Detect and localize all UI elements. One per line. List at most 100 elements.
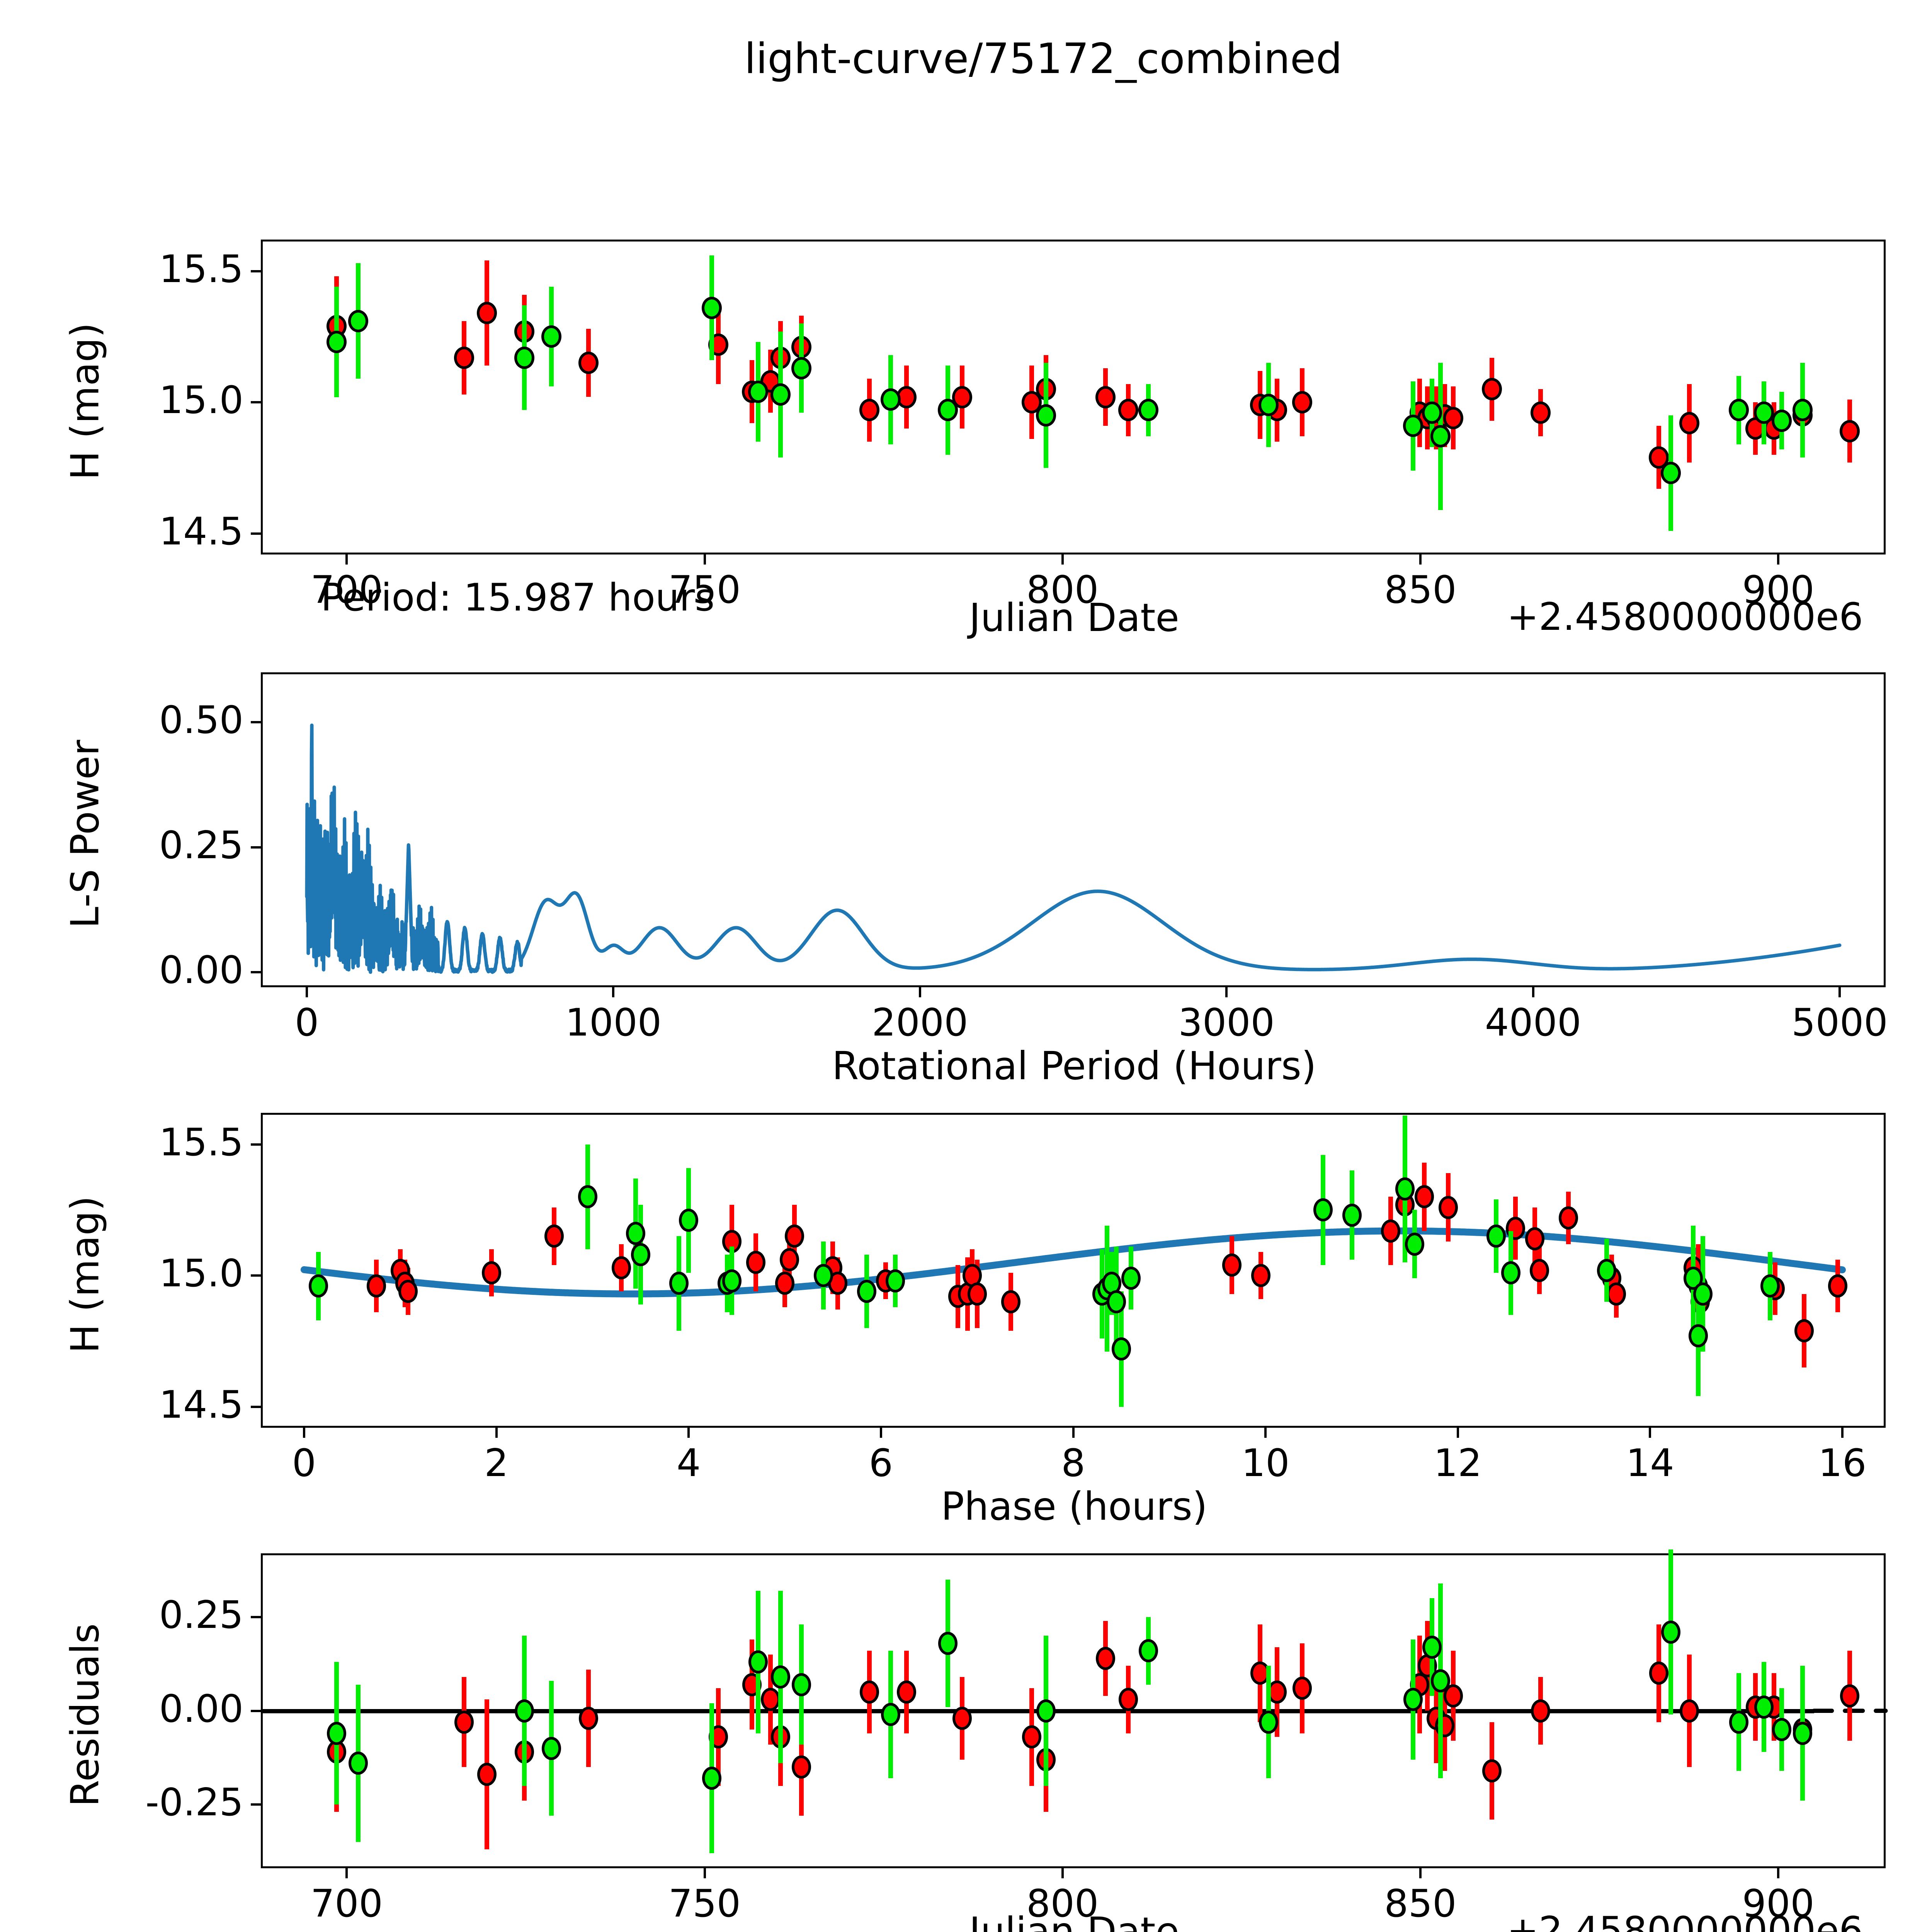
x-tick-label: 800 — [1026, 1882, 1099, 1926]
data-point-marker — [881, 388, 901, 411]
lightcurve-axes — [261, 240, 1886, 554]
axis-tick — [251, 1405, 261, 1408]
y-tick-label: 0.50 — [159, 698, 243, 743]
x-tick-label: 4000 — [1485, 1001, 1582, 1045]
data-point-marker — [1501, 1261, 1520, 1285]
axis-tick — [1061, 554, 1064, 565]
data-point-marker — [1107, 1290, 1126, 1313]
data-point-marker — [760, 1688, 780, 1711]
axis-tick — [251, 401, 261, 404]
data-point-marker — [702, 1767, 722, 1790]
axis-tick — [918, 987, 921, 997]
data-point-marker — [1342, 1203, 1362, 1227]
data-point-marker — [631, 1243, 650, 1266]
data-point-marker — [1293, 1677, 1312, 1700]
data-point-marker — [1680, 1699, 1699, 1723]
data-point-marker — [1679, 412, 1700, 435]
data-point-marker — [1139, 1639, 1158, 1663]
data-point-marker — [859, 399, 879, 422]
axis-tick — [306, 987, 308, 997]
data-point-marker — [327, 330, 347, 353]
periodogram-xlabel: Rotational Period (Hours) — [832, 1043, 1316, 1088]
data-point-marker — [514, 1699, 534, 1723]
data-point-marker — [1486, 1225, 1506, 1248]
axis-tick — [1419, 554, 1422, 565]
data-point-marker — [1422, 1635, 1442, 1659]
axis-tick — [1838, 987, 1841, 997]
data-point-marker — [1648, 446, 1669, 469]
data-point-marker — [542, 1736, 561, 1760]
axis-tick — [251, 721, 261, 724]
data-point-marker — [1119, 1688, 1138, 1711]
y-tick-label: 0.00 — [159, 948, 243, 993]
data-point-marker — [1754, 1695, 1774, 1719]
axis-tick — [495, 1428, 498, 1438]
data-point-marker — [1095, 1646, 1115, 1670]
residuals-offset-text: +2.4580000000e6 — [1507, 1909, 1863, 1932]
x-tick-label: 2 — [484, 1441, 509, 1485]
axis-tick — [1264, 1428, 1267, 1438]
phase-xlabel: Phase (hours) — [941, 1484, 1208, 1529]
x-tick-label: 4 — [677, 1441, 701, 1485]
axis-tick — [1777, 554, 1780, 565]
x-tick-label: 16 — [1818, 1441, 1867, 1485]
y-tick-label: 14.5 — [159, 509, 243, 554]
axis-tick — [1061, 1868, 1064, 1878]
data-point-marker — [1403, 1688, 1423, 1711]
data-point-marker — [881, 1703, 901, 1726]
data-point-marker — [454, 1710, 474, 1734]
data-point-marker — [398, 1279, 418, 1303]
data-point-marker — [1111, 1337, 1131, 1361]
data-point-marker — [952, 1706, 972, 1730]
axis-tick — [251, 1143, 261, 1146]
data-point-marker — [1395, 1177, 1415, 1201]
axis-tick — [251, 1274, 261, 1277]
data-point-marker — [477, 1763, 497, 1786]
data-point-marker — [612, 1256, 631, 1279]
data-point-marker — [1381, 1219, 1400, 1243]
data-point-marker — [669, 1272, 689, 1295]
lightcurve-offset-text: +2.4580000000e6 — [1507, 595, 1863, 639]
x-tick-label: 12 — [1434, 1441, 1482, 1485]
data-point-marker — [791, 357, 811, 379]
x-tick-label: 1000 — [565, 1001, 662, 1045]
axis-tick — [251, 1616, 261, 1618]
x-tick-label: 8 — [1061, 1441, 1085, 1485]
axis-tick — [1419, 1868, 1422, 1878]
data-point-marker — [813, 1264, 833, 1287]
y-tick-label: 0.25 — [159, 1593, 243, 1637]
data-point-marker — [1661, 1620, 1681, 1644]
axis-tick — [345, 1868, 348, 1878]
y-tick-label: 14.5 — [159, 1383, 243, 1427]
data-point-marker — [348, 310, 368, 332]
data-point-marker — [1729, 399, 1749, 422]
axis-tick — [1649, 1428, 1651, 1438]
phase-axes — [261, 1113, 1886, 1428]
data-point-marker — [967, 1282, 987, 1306]
axis-tick — [1841, 1428, 1844, 1438]
data-point-marker — [1118, 399, 1139, 422]
data-point-marker — [1729, 1710, 1749, 1734]
data-point-marker — [791, 1755, 811, 1779]
x-tick-label: 3000 — [1178, 1001, 1275, 1045]
x-tick-label: 800 — [1026, 568, 1099, 612]
data-point-marker — [477, 302, 497, 325]
data-point-marker — [578, 1185, 597, 1209]
axis-tick — [1532, 987, 1534, 997]
data-point-marker — [1482, 378, 1502, 401]
data-point-marker — [1443, 406, 1464, 429]
x-tick-label: 750 — [668, 1882, 741, 1926]
data-point-marker — [746, 1251, 766, 1274]
x-tick-label: 900 — [1742, 568, 1815, 612]
data-point-marker — [1525, 1227, 1544, 1250]
y-tick-label: 15.5 — [159, 247, 243, 291]
axis-tick — [303, 1428, 305, 1438]
x-tick-label: 0 — [294, 1001, 319, 1045]
data-point-marker — [775, 1272, 795, 1295]
data-point-marker — [1772, 409, 1792, 432]
axis-tick — [251, 532, 261, 535]
x-tick-label: 750 — [668, 568, 741, 612]
x-tick-label: 2000 — [872, 1001, 968, 1045]
